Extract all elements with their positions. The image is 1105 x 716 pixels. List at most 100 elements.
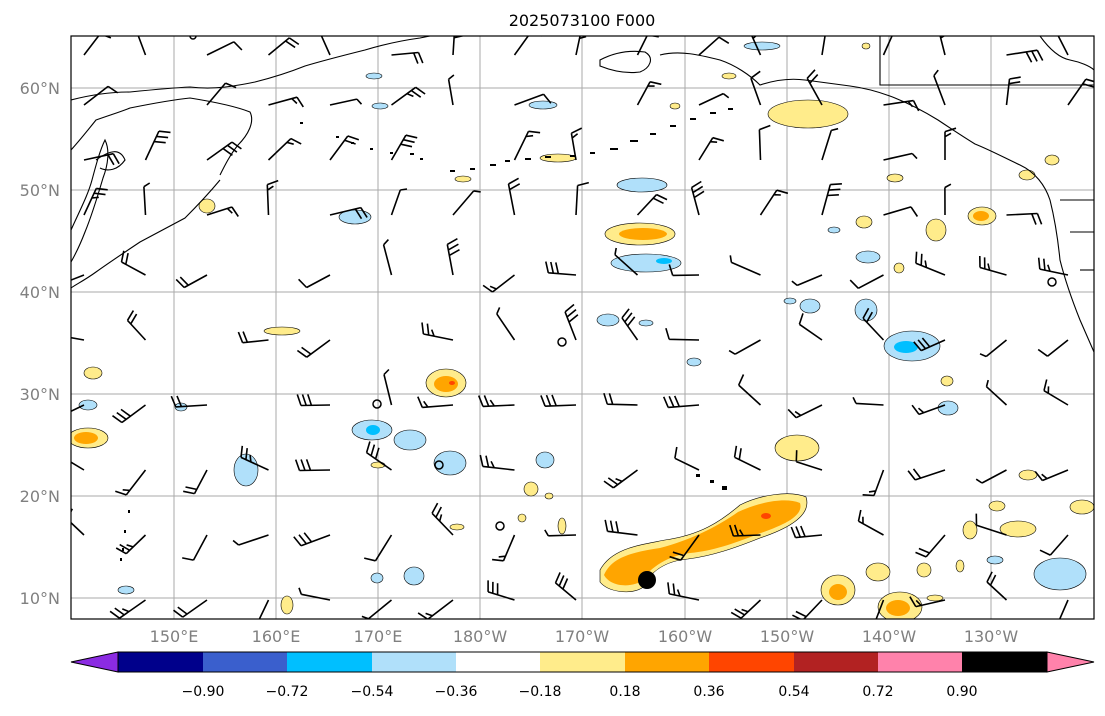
wind-barb [668,264,700,277]
wind-barb [126,310,147,341]
yellow-patch [940,375,954,387]
wind-barb [71,404,85,413]
colorbar-tick-label: 0.54 [778,684,809,700]
lat-label: 10°N [20,589,60,608]
colorbar-tick-label: −0.18 [519,684,562,700]
yellow-patch [523,481,539,497]
calm-markers [189,36,1057,531]
wind-barb [698,36,730,56]
blue-patch [638,319,654,327]
blue-core [366,425,380,435]
colorbar-extend-low [70,651,119,673]
colorbar-bin [878,652,962,672]
lat-label: 40°N [20,283,60,302]
calm-circle [189,36,197,40]
orange-core [434,376,458,392]
yellow-patch [865,562,891,582]
wind-barb [258,599,270,619]
wind-barb [492,534,516,562]
wind-barb [293,532,331,547]
colorbar-bin [540,652,625,672]
blue-patch [393,429,427,451]
wind-barb [792,599,823,619]
wind-barb [862,469,885,497]
lon-label: 170°E [354,627,403,646]
wind-barb [662,395,700,409]
blue-patch [78,399,98,411]
wind-barb [266,179,279,216]
lon-label: 150°E [150,627,199,646]
wind-barb [206,82,237,106]
yellow-patch [669,102,681,110]
orange-core [74,432,98,444]
wind-barb [728,339,761,355]
blue-patch [528,100,558,110]
wind-barb [570,127,583,161]
wind-barb [975,469,1007,484]
blue-core [656,258,672,264]
colorbar-extend-high [1046,651,1095,673]
wind-barb [821,127,839,161]
yellow-patch [454,175,472,183]
yellow-patch [1018,169,1036,181]
blue-patch [338,209,372,225]
wind-barb [939,36,946,56]
blue-patch [596,313,620,327]
map-frame [70,35,1095,620]
wind-barb [944,183,952,216]
wind-barb [540,394,577,407]
wind-barb [544,529,577,537]
wind-barb [862,307,885,341]
wind-barb [115,469,147,496]
wind-barb [669,534,700,561]
colorbar-frame [117,651,1048,673]
orange-band [604,500,801,586]
wind-barb [71,336,85,341]
yellow-patch [544,492,554,500]
wind-barb [452,190,481,216]
yellow-patch [988,500,1006,512]
wind-barb [909,596,946,608]
lat-label: 50°N [20,181,60,200]
colorbar-tick-label: −0.72 [266,684,309,700]
wind-barb [915,251,946,276]
wind-barb [857,509,884,536]
map-title: 2025073100 F000 [509,11,656,30]
wind-barb [737,374,762,406]
wind-barb [729,524,761,537]
calm-circle [495,521,505,531]
yellow-patch [449,523,465,531]
wind-barb [667,582,700,601]
yellow-patch [517,513,527,523]
wind-barb [1039,534,1069,556]
colorbar-bin [372,652,456,672]
blue-patch [783,297,797,305]
yellow-patch [893,262,905,274]
aleutian-islands [120,108,733,561]
wind-barb [603,469,638,489]
blue-patch [986,555,1004,565]
wind-barb [513,130,541,161]
blue-patch [117,585,135,595]
wind-barb [979,339,1008,358]
blue-patch [799,298,821,314]
wind-barb [730,599,762,619]
wind-barb [554,572,577,601]
wind-barb [1058,599,1069,619]
wind-barb [206,41,243,56]
gridlines [71,36,1094,619]
wind-barb [698,136,725,161]
wind-barb [83,36,112,56]
orange-core [973,211,989,221]
wind-barb [911,404,946,416]
wind-barb [758,124,771,161]
wind-barb [83,85,119,106]
wind-barb [787,404,823,419]
wind-barb [665,327,700,341]
blue-patch [854,298,878,322]
wind-barb [183,469,208,495]
wind-barb [361,599,393,619]
wind-barb [614,247,639,276]
wind-barb [985,379,1008,406]
yellow-patch [370,461,386,469]
